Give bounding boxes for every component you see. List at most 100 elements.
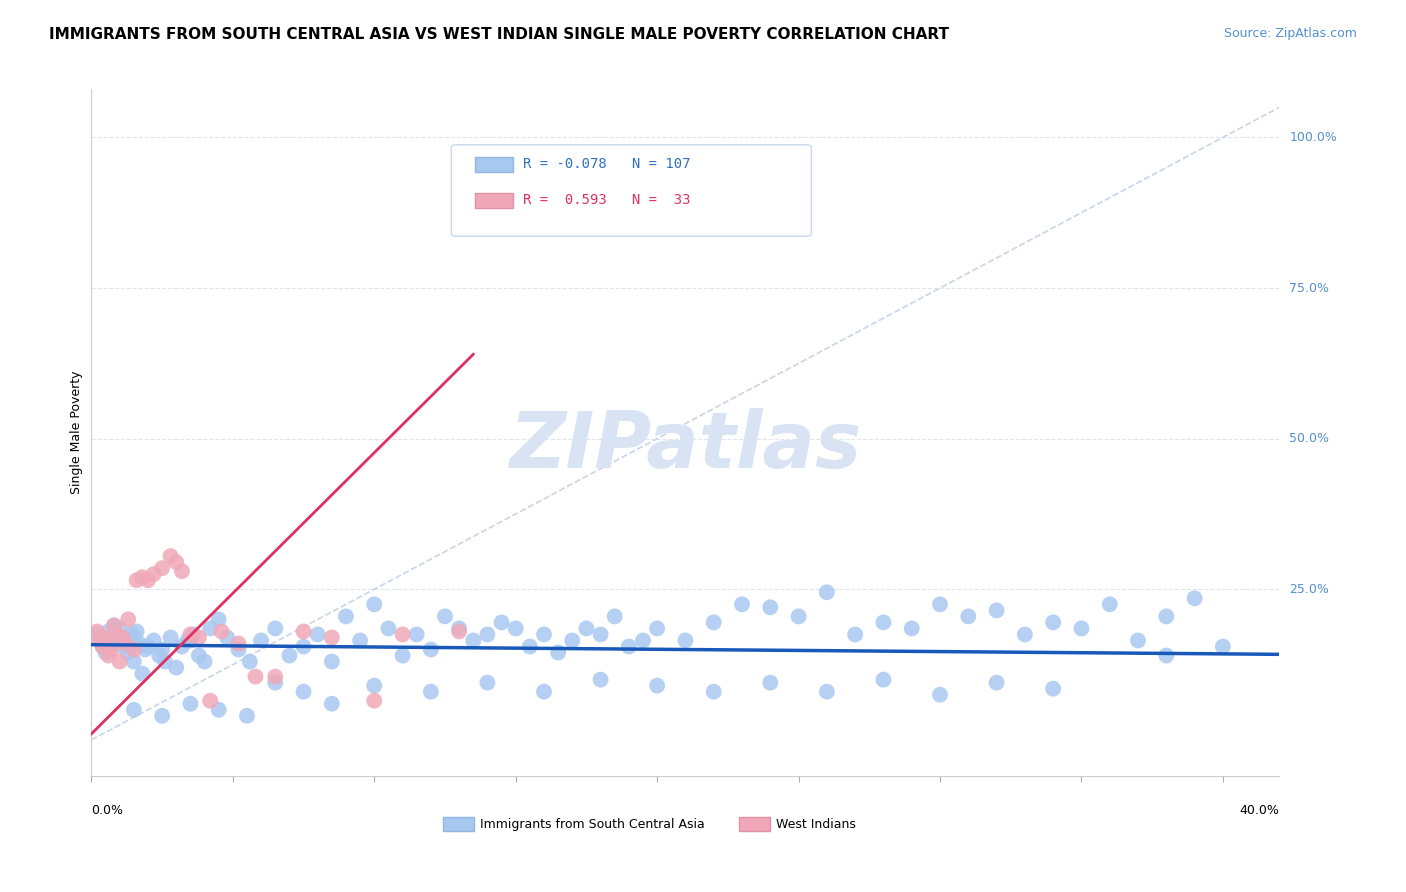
Point	[957, 609, 980, 624]
Point	[114, 636, 136, 650]
Point	[136, 640, 159, 654]
Point	[228, 636, 250, 650]
Point	[114, 633, 136, 648]
Point	[929, 598, 952, 612]
Point	[264, 622, 287, 636]
Point	[153, 655, 176, 669]
Point	[986, 675, 1008, 690]
Point	[170, 640, 193, 654]
Point	[505, 622, 527, 636]
Point	[405, 627, 427, 641]
Point	[278, 648, 301, 663]
Point	[561, 633, 583, 648]
Point	[815, 585, 838, 599]
Point	[1014, 627, 1036, 641]
Point	[731, 598, 754, 612]
Point	[1126, 633, 1149, 648]
Point	[292, 640, 315, 654]
Point	[463, 633, 485, 648]
Point	[179, 633, 201, 648]
FancyBboxPatch shape	[475, 193, 513, 208]
Point	[159, 631, 181, 645]
Point	[91, 640, 114, 654]
Point	[125, 624, 148, 639]
Point	[872, 615, 894, 630]
Point	[363, 679, 385, 693]
Point	[122, 655, 145, 669]
Point	[208, 612, 231, 626]
Point	[349, 633, 371, 648]
Point	[89, 633, 111, 648]
Point	[105, 631, 128, 645]
Point	[211, 624, 233, 639]
Text: R = -0.078   N = 107: R = -0.078 N = 107	[523, 157, 690, 171]
Text: IMMIGRANTS FROM SOUTH CENTRAL ASIA VS WEST INDIAN SINGLE MALE POVERTY CORRELATIO: IMMIGRANTS FROM SOUTH CENTRAL ASIA VS WE…	[49, 27, 949, 42]
Point	[1042, 681, 1064, 696]
Point	[900, 622, 922, 636]
Point	[645, 679, 668, 693]
Point	[391, 648, 413, 663]
Point	[1156, 648, 1178, 663]
Point	[377, 622, 399, 636]
Point	[703, 684, 725, 698]
Point	[117, 612, 139, 626]
Point	[703, 615, 725, 630]
Point	[89, 633, 111, 648]
Point	[150, 561, 173, 575]
Point	[419, 642, 441, 657]
Point	[547, 646, 569, 660]
FancyBboxPatch shape	[475, 156, 513, 171]
Point	[787, 609, 810, 624]
FancyBboxPatch shape	[443, 817, 474, 831]
Point	[929, 688, 952, 702]
Text: 0.0%: 0.0%	[91, 804, 124, 816]
Point	[111, 640, 134, 654]
Point	[100, 642, 122, 657]
Point	[165, 660, 187, 674]
Point	[86, 624, 108, 639]
Point	[217, 631, 239, 645]
Point	[131, 666, 153, 681]
Point	[1042, 615, 1064, 630]
Point	[589, 673, 612, 687]
Point	[603, 609, 626, 624]
Point	[105, 627, 128, 641]
Point	[335, 609, 357, 624]
Point	[363, 598, 385, 612]
Point	[292, 624, 315, 639]
Point	[125, 573, 148, 587]
Point	[321, 697, 343, 711]
Point	[589, 627, 612, 641]
Point	[321, 631, 343, 645]
Point	[117, 646, 139, 660]
Point	[94, 646, 117, 660]
Point	[449, 624, 471, 639]
Point	[1156, 609, 1178, 624]
Point	[142, 567, 165, 582]
Point	[91, 640, 114, 654]
Point	[108, 622, 131, 636]
Text: ZIPatlas: ZIPatlas	[509, 409, 862, 484]
Point	[645, 622, 668, 636]
Point	[1212, 640, 1234, 654]
Point	[419, 684, 441, 698]
Point	[120, 627, 142, 641]
Point	[150, 642, 173, 657]
Point	[108, 655, 131, 669]
Point	[200, 622, 222, 636]
Point	[148, 648, 170, 663]
Point	[111, 631, 134, 645]
Point	[103, 618, 125, 632]
Point	[264, 675, 287, 690]
Point	[122, 631, 145, 645]
Point	[136, 573, 159, 587]
Point	[533, 684, 555, 698]
Point	[519, 640, 541, 654]
Point	[187, 631, 209, 645]
Point	[122, 703, 145, 717]
Y-axis label: Single Male Poverty: Single Male Poverty	[70, 371, 83, 494]
Point	[264, 670, 287, 684]
Text: Source: ZipAtlas.com: Source: ZipAtlas.com	[1223, 27, 1357, 40]
Point	[631, 633, 654, 648]
Text: 75.0%: 75.0%	[1289, 282, 1329, 294]
